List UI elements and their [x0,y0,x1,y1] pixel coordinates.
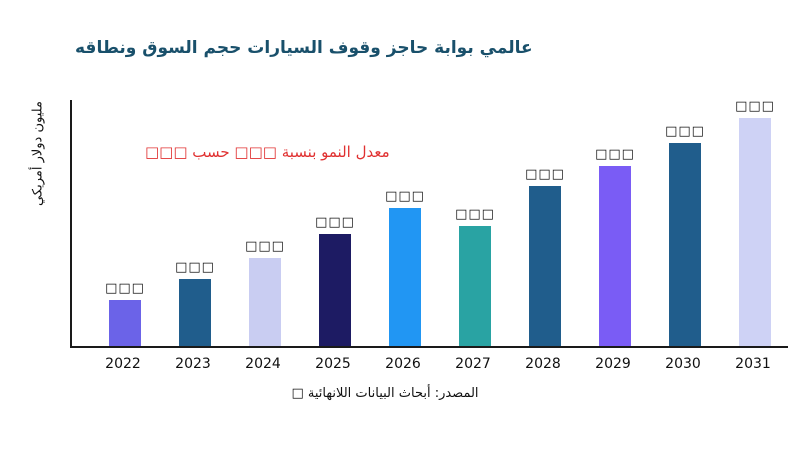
y-axis-label: مليون دولار أمريكي [30,101,46,206]
bar-value-label-2026: □□□ [385,189,425,204]
bar-column-2027: □□□ [440,208,510,346]
bar-column-2028: □□□ [510,168,580,346]
bar-value-label-2031: □□□ [735,99,775,114]
x-tick-2031: 2031 [735,356,771,372]
bar-2025 [319,234,351,346]
bar-2024 [249,258,281,346]
bar-column-2025: □□□ [300,216,370,346]
source-caption: المصدر: أبحاث البيانات اللانهائية □ [291,386,479,401]
growth-rate-annotation: معدل النمو بنسبة □□□ حسب □□□ [145,143,390,161]
x-tick-2024: 2024 [245,356,281,372]
x-axis-ticks: 2022 2023 2024 2025 2026 2027 2028 2029 2030 2031 [70,356,788,372]
bar-2026 [389,208,421,346]
x-tick-2025: 2025 [315,356,351,372]
bar-column-2023: □□□ [160,261,230,346]
bar-2028 [529,186,561,346]
bar-value-label-2023: □□□ [175,260,215,275]
x-tick-2022: 2022 [105,356,141,372]
bar-value-label-2030: □□□ [665,124,705,139]
x-tick-2030: 2030 [665,356,701,372]
bar-value-label-2022: □□□ [105,281,145,296]
bar-2029 [599,166,631,346]
bar-column-2029: □□□ [580,148,650,346]
bar-value-label-2028: □□□ [525,167,565,182]
bar-2027 [459,226,491,346]
x-tick-2027: 2027 [455,356,491,372]
x-tick-2028: 2028 [525,356,561,372]
bar-column-2031: □□□ [720,100,790,346]
bars-row: □□□ □□□ □□□ □□□ □□□ □□□ □□□ □□□ □□□ □□□ [72,98,788,346]
x-tick-2026: 2026 [385,356,421,372]
bar-column-2030: □□□ [650,125,720,346]
plot-area: □□□ □□□ □□□ □□□ □□□ □□□ □□□ □□□ □□□ □□□ [70,100,788,348]
bar-value-label-2025: □□□ [315,215,355,230]
bar-column-2026: □□□ [370,190,440,346]
bar-value-label-2024: □□□ [245,239,285,254]
bar-2023 [179,279,211,346]
bar-column-2024: □□□ [230,240,300,346]
bar-2022 [109,300,141,346]
bar-2031 [739,118,771,346]
x-tick-2029: 2029 [595,356,631,372]
bar-column-2022: □□□ [90,282,160,346]
chart-title: عالمي بوابة حاجز وقوف السيارات حجم السوق… [75,38,533,58]
bar-value-label-2029: □□□ [595,147,635,162]
x-tick-2023: 2023 [175,356,211,372]
bar-value-label-2027: □□□ [455,207,495,222]
bar-2030 [669,143,701,346]
